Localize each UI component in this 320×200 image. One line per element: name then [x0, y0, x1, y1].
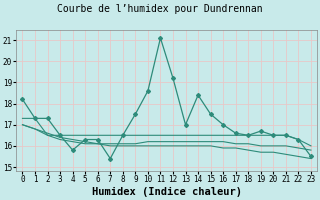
Text: Courbe de l’humidex pour Dundrennan: Courbe de l’humidex pour Dundrennan — [57, 4, 263, 14]
X-axis label: Humidex (Indice chaleur): Humidex (Indice chaleur) — [92, 187, 242, 197]
